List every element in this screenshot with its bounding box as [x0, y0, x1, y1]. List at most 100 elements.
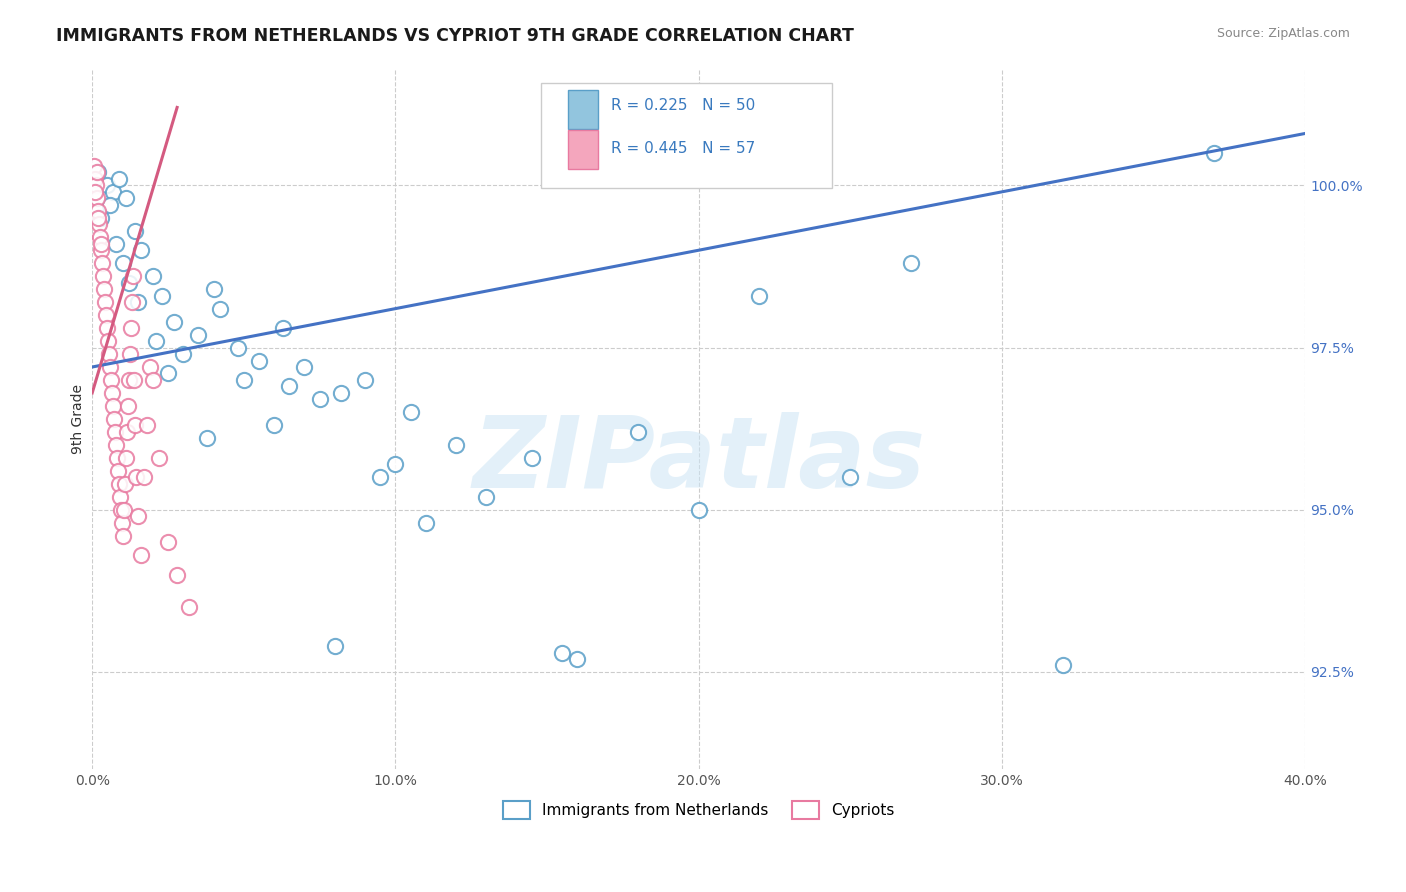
Point — [117, 399, 139, 413]
Point — [120, 321, 142, 335]
Point — [103, 185, 125, 199]
Point — [900, 256, 922, 270]
Point — [115, 450, 138, 465]
Point — [748, 288, 770, 302]
Point — [87, 217, 110, 231]
Point — [150, 288, 173, 302]
Point — [118, 373, 141, 387]
Point — [97, 334, 120, 348]
Point — [90, 211, 112, 225]
Point — [475, 490, 498, 504]
Point — [627, 425, 650, 439]
Point — [226, 341, 249, 355]
Point — [156, 535, 179, 549]
Point — [163, 315, 186, 329]
Point — [278, 379, 301, 393]
Point — [111, 516, 134, 530]
Point — [208, 301, 231, 316]
Point — [415, 516, 437, 530]
Point — [90, 236, 112, 251]
Point — [120, 347, 142, 361]
Point — [384, 458, 406, 472]
Point — [444, 438, 467, 452]
Point — [125, 470, 148, 484]
Point — [520, 450, 543, 465]
Point — [105, 450, 128, 465]
Point — [232, 373, 254, 387]
Point — [354, 373, 377, 387]
Point — [101, 399, 124, 413]
Point — [112, 502, 135, 516]
Bar — [568, 130, 598, 169]
Point — [132, 470, 155, 484]
Text: Source: ZipAtlas.com: Source: ZipAtlas.com — [1216, 27, 1350, 40]
Point — [187, 327, 209, 342]
Text: R = 0.225   N = 50: R = 0.225 N = 50 — [612, 98, 755, 113]
Legend: Immigrants from Netherlands, Cypriots: Immigrants from Netherlands, Cypriots — [496, 795, 901, 825]
Point — [83, 171, 105, 186]
Point — [129, 243, 152, 257]
Point — [108, 476, 131, 491]
Point — [156, 367, 179, 381]
Point — [271, 321, 294, 335]
Text: ZIPatlas: ZIPatlas — [472, 412, 925, 509]
Point — [108, 171, 131, 186]
Point — [294, 359, 316, 374]
Point — [101, 386, 124, 401]
FancyBboxPatch shape — [541, 83, 832, 187]
Point — [551, 646, 574, 660]
Text: R = 0.445   N = 57: R = 0.445 N = 57 — [612, 141, 755, 156]
Point — [91, 269, 114, 284]
Point — [103, 412, 125, 426]
Point — [90, 256, 112, 270]
Point — [86, 191, 108, 205]
Point — [145, 334, 167, 348]
Point — [202, 282, 225, 296]
Point — [399, 405, 422, 419]
Point — [329, 386, 352, 401]
Point — [108, 490, 131, 504]
Point — [84, 178, 107, 193]
Point — [112, 529, 135, 543]
Point — [104, 425, 127, 439]
Point — [86, 204, 108, 219]
Point — [114, 476, 136, 491]
Point — [1204, 145, 1226, 160]
Point — [104, 438, 127, 452]
Point — [124, 418, 146, 433]
Point — [179, 600, 201, 615]
Point — [567, 652, 589, 666]
Bar — [568, 90, 598, 128]
Point — [142, 373, 165, 387]
Point — [122, 269, 145, 284]
Point — [135, 418, 157, 433]
Point — [129, 548, 152, 562]
Point — [96, 178, 118, 193]
Point — [148, 450, 170, 465]
Point — [839, 470, 862, 484]
Point — [166, 567, 188, 582]
Point — [139, 359, 162, 374]
Point — [90, 243, 112, 257]
Point — [89, 230, 111, 244]
Point — [172, 347, 194, 361]
Point — [96, 321, 118, 335]
Point — [142, 269, 165, 284]
Point — [114, 191, 136, 205]
Point — [115, 425, 138, 439]
Point — [323, 639, 346, 653]
Point — [111, 256, 134, 270]
Y-axis label: 9th Grade: 9th Grade — [72, 384, 86, 454]
Point — [127, 509, 149, 524]
Point — [97, 347, 120, 361]
Point — [83, 159, 105, 173]
Point — [84, 185, 107, 199]
Point — [94, 308, 117, 322]
Point — [100, 198, 122, 212]
Point — [94, 295, 117, 310]
Point — [124, 224, 146, 238]
Point — [1052, 658, 1074, 673]
Point — [86, 165, 108, 179]
Point — [247, 353, 270, 368]
Point — [110, 502, 132, 516]
